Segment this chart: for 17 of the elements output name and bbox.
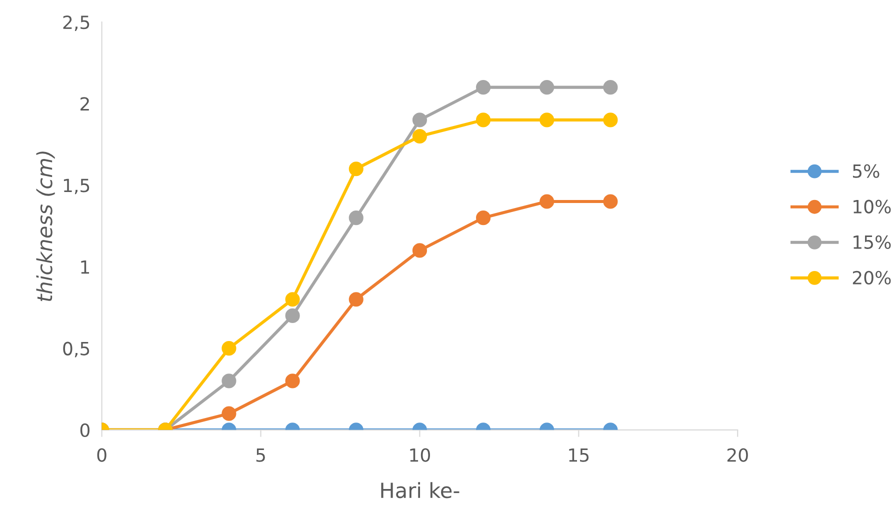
x-tick-label: 0 [97, 448, 106, 462]
y-axis-title: thickness (cm) [36, 152, 55, 302]
y-tick-label: 0 [80, 423, 90, 438]
y-tick-label: 1,5 [64, 178, 90, 194]
x-tick-label: 15 [569, 448, 589, 462]
x-tick-label: 5 [256, 448, 265, 462]
x-axis-title: Hari ke- [381, 482, 460, 498]
y-tick-label: 0,5 [63, 342, 90, 358]
y-tick-label: 2,5 [63, 16, 90, 32]
y-tick-label: 2 [80, 97, 89, 110]
legend-label: 10% [854, 200, 891, 214]
legend-label: 15% [854, 235, 891, 249]
legend-label: 5% [852, 164, 880, 178]
x-tick-label: 20 [727, 448, 748, 462]
legend-label: 20% [852, 270, 891, 285]
x-tick-label: 10 [410, 448, 430, 462]
y-tick-label: 1 [81, 260, 90, 274]
